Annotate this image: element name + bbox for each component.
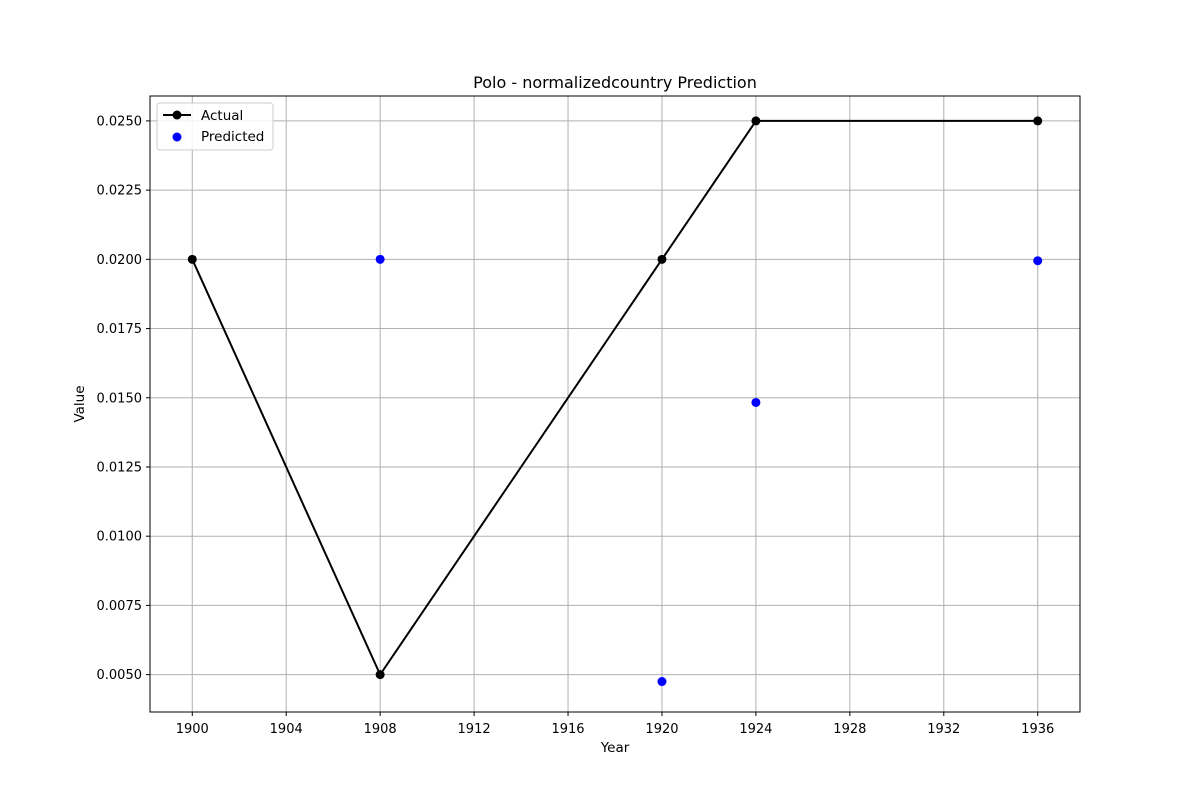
x-tick-label: 1900 xyxy=(176,722,209,737)
series-actual xyxy=(187,116,1043,680)
x-tick-label: 1928 xyxy=(833,722,866,737)
y-axis-ticks: 0.0050 0.0075 0.0100 0.0125 0.0150 0.0175 0.02… xyxy=(97,114,150,683)
y-tick-label: 0.0075 xyxy=(97,599,143,614)
grid-lines xyxy=(150,96,1080,712)
legend-predicted-marker xyxy=(172,132,182,142)
y-tick-label: 0.0100 xyxy=(97,530,143,545)
legend: Actual Predicted xyxy=(156,102,274,151)
chart-title: Polo - normalizedcountry Prediction xyxy=(473,73,757,92)
legend-label-actual: Actual xyxy=(201,108,243,124)
x-axis-label: Year xyxy=(600,740,630,756)
legend-actual-marker xyxy=(172,110,182,120)
y-tick-label: 0.0125 xyxy=(97,460,143,475)
x-axis-ticks: 1900 1904 1908 1912 1916 1920 1924 1928 1932 1936 xyxy=(176,712,1054,737)
plot-area-frame xyxy=(149,95,1081,713)
plot-series xyxy=(187,116,1043,687)
legend-items: Actual Predicted xyxy=(163,108,264,145)
predicted-point xyxy=(1033,256,1043,266)
actual-point xyxy=(1033,116,1043,126)
y-axis-label: Value xyxy=(72,385,88,422)
y-tick-label: 0.0225 xyxy=(97,184,143,199)
actual-point xyxy=(187,254,197,264)
x-tick-label: 1936 xyxy=(1021,722,1054,737)
actual-point xyxy=(751,116,761,126)
y-tick-label: 0.0200 xyxy=(97,253,143,268)
y-tick-label: 0.0175 xyxy=(97,322,143,337)
y-tick-label: 0.0150 xyxy=(97,391,143,406)
x-tick-label: 1932 xyxy=(927,722,960,737)
predicted-point xyxy=(657,677,667,687)
series-predicted xyxy=(375,254,1043,687)
x-tick-label: 1924 xyxy=(739,722,772,737)
y-tick-label: 0.0250 xyxy=(97,114,143,129)
actual-point xyxy=(657,254,667,264)
actual-point xyxy=(375,670,385,680)
legend-label-predicted: Predicted xyxy=(201,129,264,145)
x-tick-label: 1904 xyxy=(270,722,303,737)
x-tick-label: 1912 xyxy=(458,722,491,737)
predicted-point xyxy=(751,397,761,407)
predicted-point xyxy=(375,254,385,264)
x-tick-label: 1916 xyxy=(551,722,584,737)
x-tick-label: 1908 xyxy=(364,722,397,737)
x-tick-label: 1920 xyxy=(645,722,678,737)
y-tick-label: 0.0050 xyxy=(97,668,143,683)
